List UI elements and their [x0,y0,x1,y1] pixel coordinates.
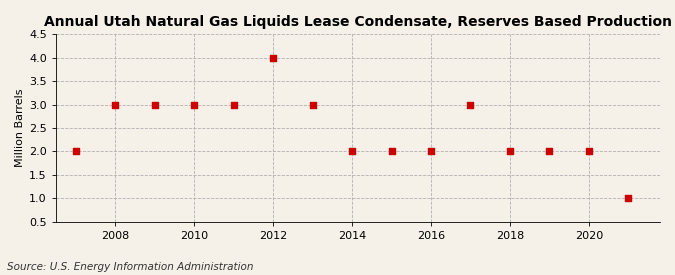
Text: Source: U.S. Energy Information Administration: Source: U.S. Energy Information Administ… [7,262,253,272]
Point [505,149,516,154]
Point [189,102,200,107]
Point [70,149,81,154]
Point [268,56,279,60]
Point [583,149,594,154]
Y-axis label: Million Barrels: Million Barrels [15,89,25,167]
Point [347,149,358,154]
Point [544,149,555,154]
Point [307,102,318,107]
Point [465,102,476,107]
Title: Annual Utah Natural Gas Liquids Lease Condensate, Reserves Based Production: Annual Utah Natural Gas Liquids Lease Co… [44,15,672,29]
Point [623,196,634,200]
Point [426,149,437,154]
Point [110,102,121,107]
Point [228,102,239,107]
Point [386,149,397,154]
Point [149,102,160,107]
